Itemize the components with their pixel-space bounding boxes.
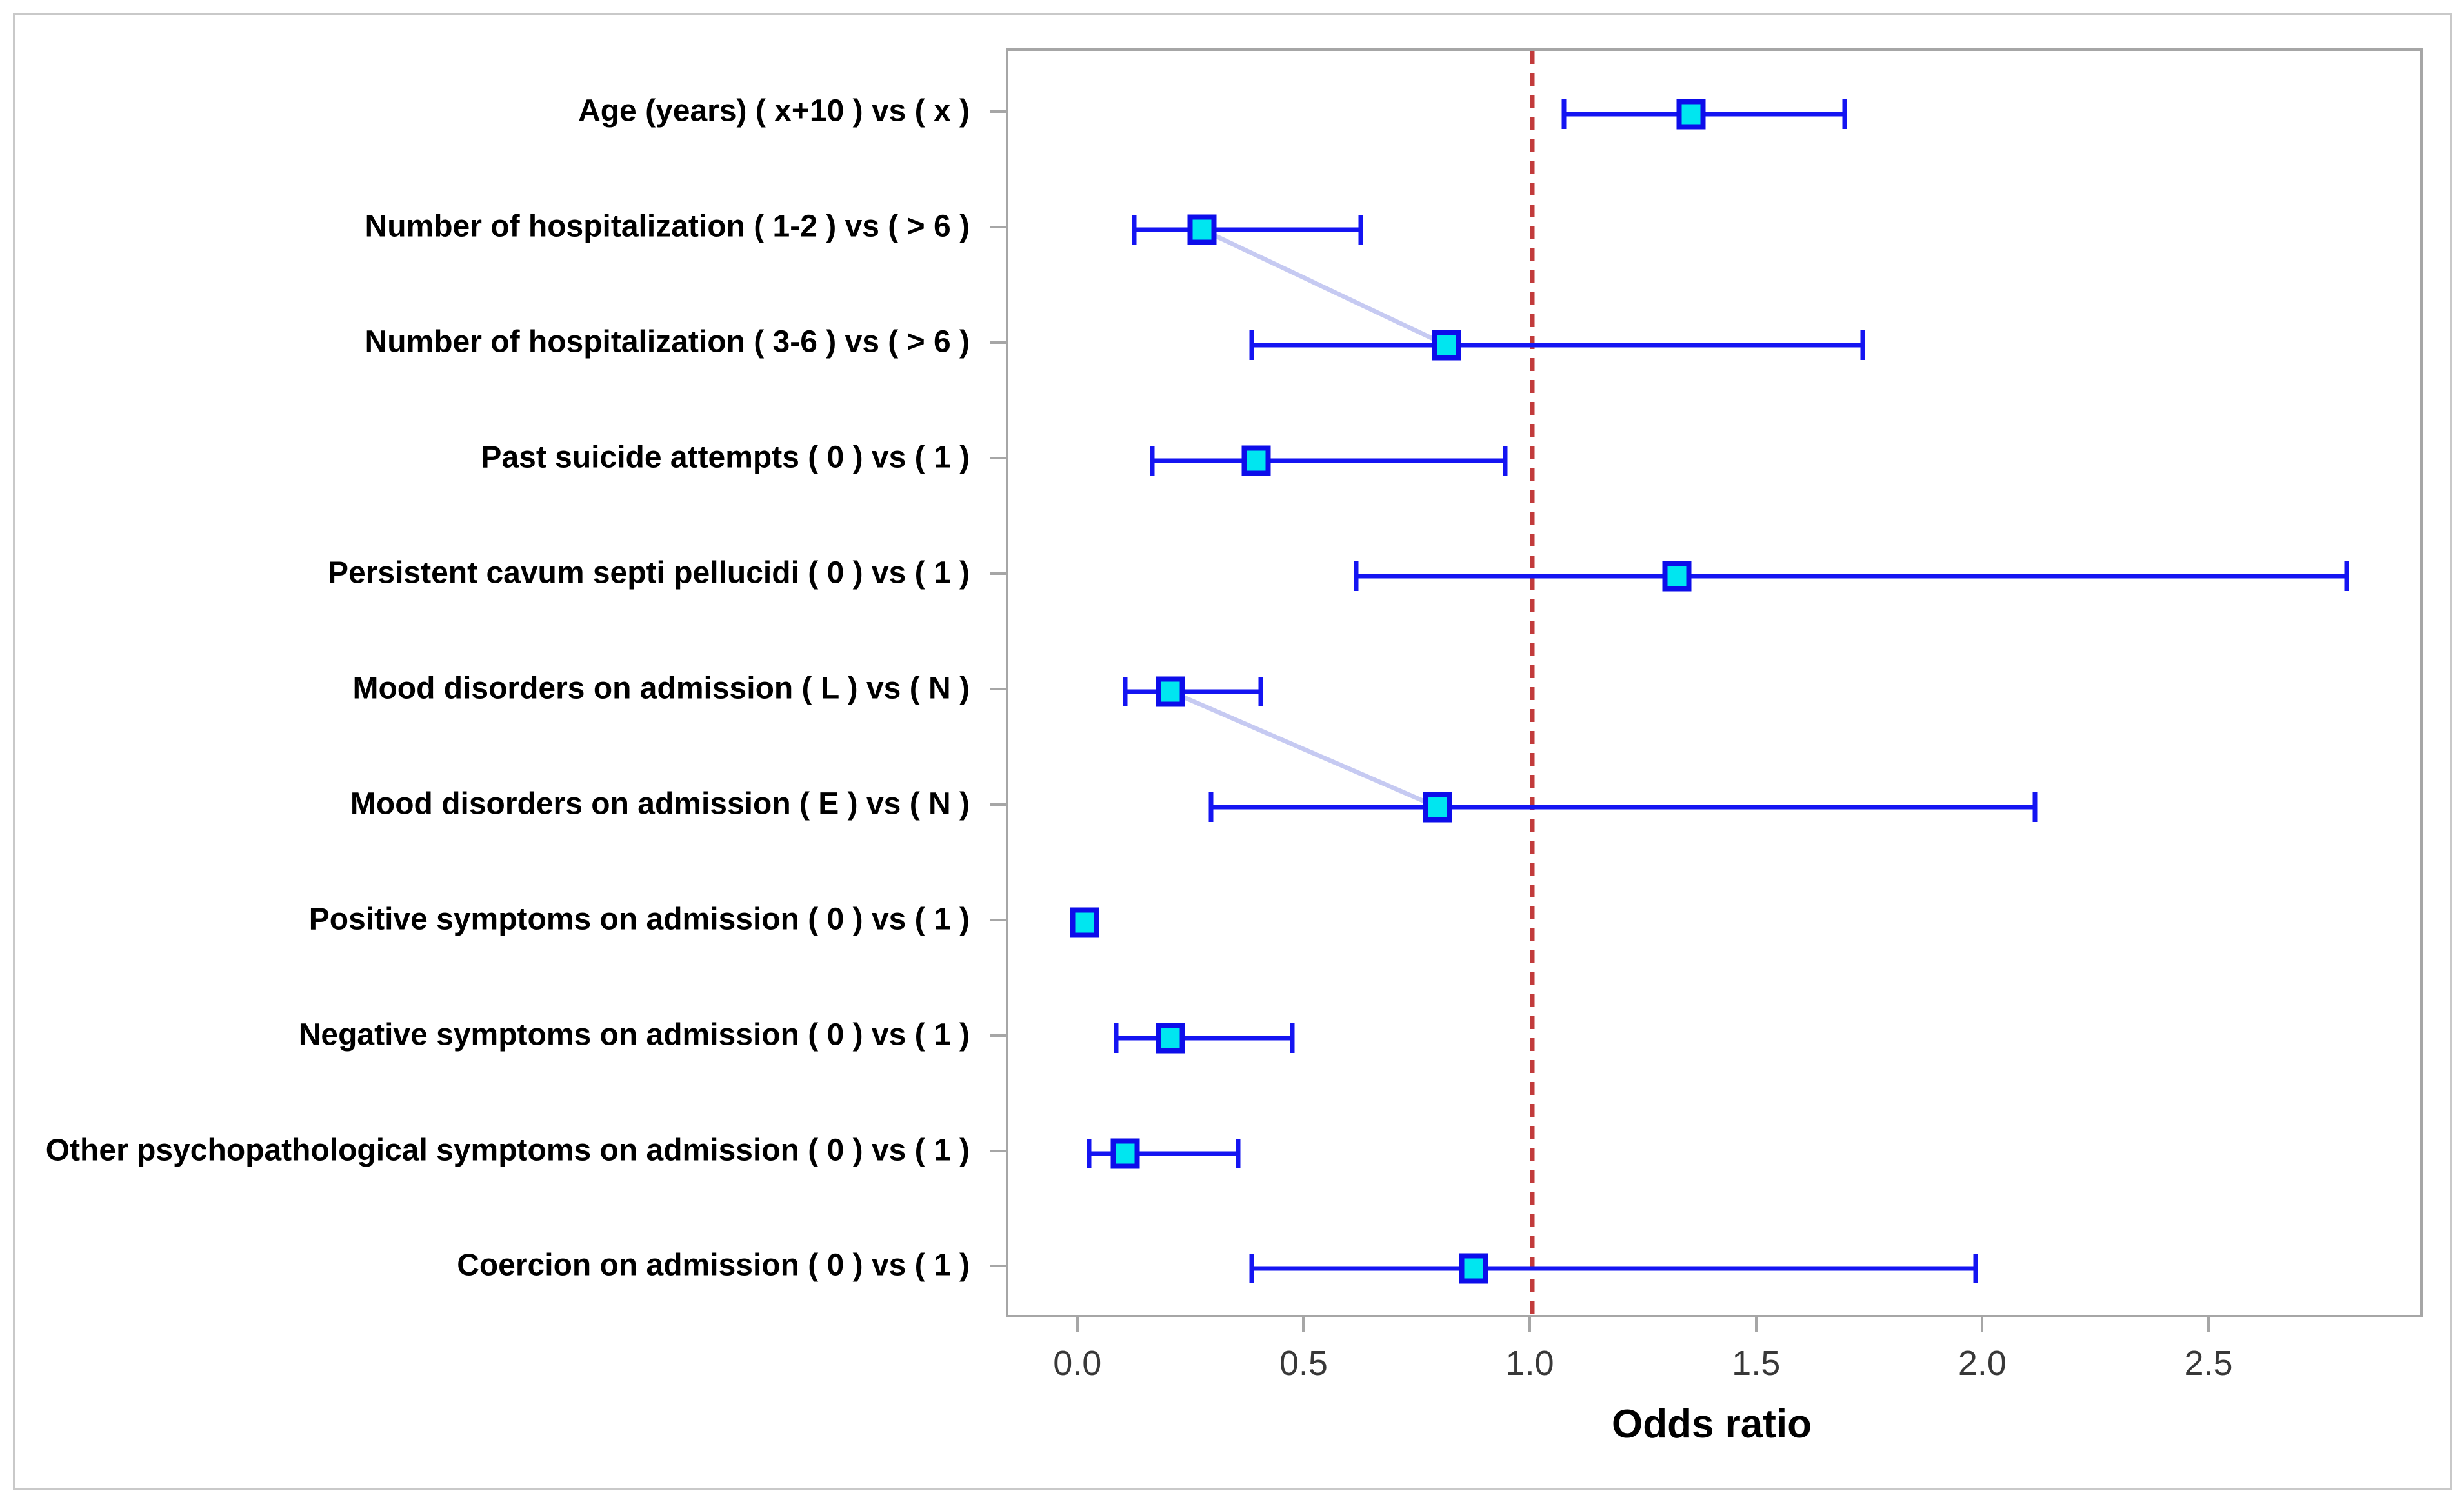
ci-cap-low-0	[1561, 99, 1567, 129]
row-label-10: Coercion on admission ( 0 ) vs ( 1 )	[457, 1248, 970, 1283]
or-marker-1	[1187, 214, 1217, 245]
x-axis-tick-1	[1302, 1315, 1305, 1332]
or-marker-9	[1110, 1138, 1140, 1169]
ci-bar-3	[1152, 458, 1505, 463]
y-axis-tick-2	[990, 341, 1006, 344]
x-tick-label-3: 1.5	[1732, 1344, 1781, 1383]
ci-bar-4	[1356, 574, 2347, 579]
ci-bar-1	[1134, 227, 1361, 232]
y-axis-tick-0	[990, 110, 1006, 113]
x-axis-tick-4	[1981, 1315, 1984, 1332]
ci-cap-high-2	[1860, 330, 1865, 360]
row-label-7: Positive symptoms on admission ( 0 ) vs …	[308, 902, 970, 937]
row-label-0: Age (years) ( x+10 ) vs ( x )	[578, 94, 970, 128]
ci-cap-low-9	[1087, 1138, 1092, 1168]
ci-bar-5	[1125, 689, 1261, 694]
row-label-5: Mood disorders on admission ( L ) vs ( N…	[352, 671, 970, 706]
y-axis-tick-7	[990, 918, 1006, 921]
or-marker-0	[1676, 99, 1706, 130]
y-axis-tick-3	[990, 456, 1006, 459]
or-marker-7	[1070, 907, 1099, 938]
ci-cap-low-2	[1249, 330, 1254, 360]
plot-area	[1006, 48, 2423, 1317]
ci-bar-2	[1252, 343, 1863, 348]
ci-cap-low-1	[1132, 214, 1137, 245]
ci-cap-low-10	[1249, 1254, 1254, 1284]
ci-cap-low-4	[1354, 561, 1359, 591]
ci-bar-6	[1211, 805, 2035, 810]
or-marker-8	[1156, 1023, 1185, 1054]
ci-cap-high-5	[1258, 676, 1263, 706]
x-axis-tick-2	[1528, 1315, 1532, 1332]
or-marker-5	[1156, 676, 1185, 707]
ci-cap-low-5	[1123, 676, 1128, 706]
x-tick-label-1: 0.5	[1279, 1344, 1328, 1383]
connector-line-0	[1201, 227, 1448, 348]
ci-cap-low-8	[1114, 1023, 1119, 1053]
x-tick-label-0: 0.0	[1053, 1344, 1102, 1383]
row-label-9: Other psychopathological symptoms on adm…	[45, 1132, 970, 1167]
ci-cap-high-0	[1842, 99, 1847, 129]
ci-bar-8	[1116, 1036, 1293, 1041]
y-axis-tick-5	[990, 687, 1006, 690]
y-axis-tick-9	[990, 1149, 1006, 1152]
y-axis-tick-1	[990, 225, 1006, 228]
ci-cap-high-4	[2344, 561, 2349, 591]
ci-bar-9	[1088, 1151, 1239, 1156]
or-marker-4	[1662, 561, 1692, 592]
row-label-4: Persistent cavum septi pellucidi ( 0 ) v…	[328, 556, 970, 590]
ci-cap-high-10	[1973, 1254, 1978, 1284]
row-label-6: Mood disorders on admission ( E ) vs ( N…	[350, 786, 970, 821]
row-label-8: Negative symptoms on admission ( 0 ) vs …	[298, 1017, 970, 1052]
ci-cap-high-6	[2032, 792, 2037, 822]
y-axis-tick-4	[990, 572, 1006, 575]
x-tick-label-2: 1.0	[1505, 1344, 1554, 1383]
reference-line-or-1	[1530, 51, 1535, 1315]
or-marker-10	[1459, 1253, 1488, 1284]
ci-cap-high-8	[1290, 1023, 1295, 1053]
or-marker-2	[1432, 330, 1461, 361]
connector-lines-layer	[1169, 227, 1448, 809]
ci-bar-10	[1252, 1266, 1976, 1271]
ci-cap-low-3	[1150, 445, 1155, 476]
ci-cap-high-1	[1358, 214, 1363, 245]
y-axis-tick-10	[990, 1265, 1006, 1268]
x-axis-tick-3	[1754, 1315, 1758, 1332]
ci-cap-high-3	[1503, 445, 1508, 476]
x-axis-title: Odds ratio	[1611, 1402, 1812, 1447]
x-tick-label-4: 2.0	[1958, 1344, 2007, 1383]
y-axis-tick-6	[990, 803, 1006, 806]
ci-cap-low-6	[1208, 792, 1214, 822]
x-axis-tick-0	[1076, 1315, 1079, 1332]
y-axis-tick-8	[990, 1034, 1006, 1037]
or-marker-6	[1423, 792, 1452, 823]
row-label-3: Past suicide attempts ( 0 ) vs ( 1 )	[481, 440, 970, 475]
x-tick-label-5: 2.5	[2184, 1344, 2233, 1383]
x-axis-tick-5	[2207, 1315, 2210, 1332]
row-label-2: Number of hospitalization ( 3-6 ) vs ( >…	[365, 325, 970, 359]
connector-line-1	[1169, 689, 1439, 809]
or-marker-3	[1241, 445, 1271, 476]
ci-cap-high-9	[1236, 1138, 1241, 1168]
row-label-1: Number of hospitalization ( 1-2 ) vs ( >…	[365, 209, 970, 244]
